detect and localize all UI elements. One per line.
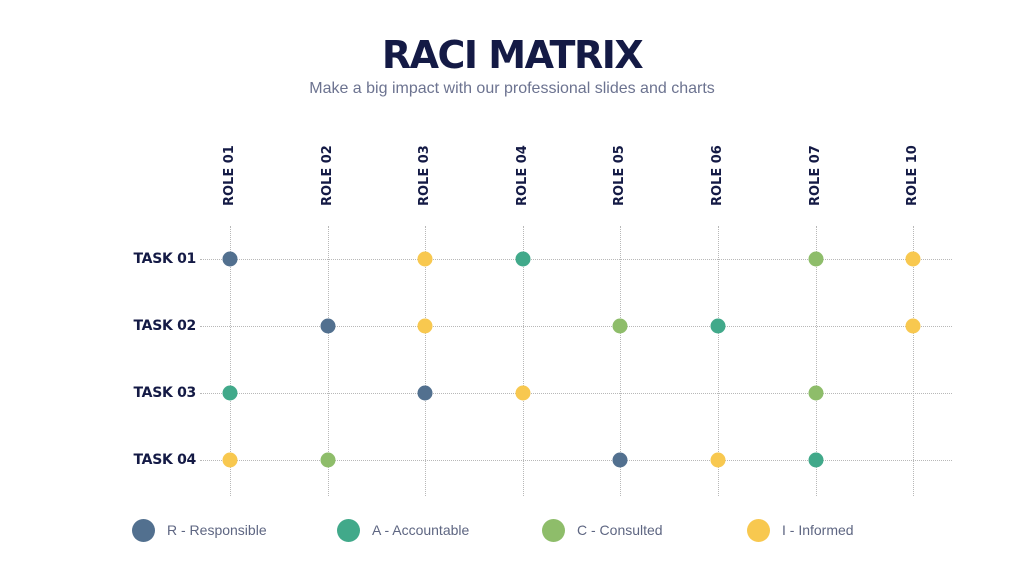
grid-vline bbox=[523, 226, 524, 496]
informed-dot-icon bbox=[905, 318, 921, 334]
grid-hline bbox=[200, 393, 952, 394]
legend-label: A - Accountable bbox=[372, 522, 470, 538]
informed-dot-icon bbox=[417, 251, 433, 267]
grid-hline bbox=[200, 326, 952, 327]
accountable-dot-icon bbox=[337, 518, 360, 542]
grid-hline bbox=[200, 259, 952, 260]
responsible-dot-icon bbox=[132, 518, 155, 542]
consulted-dot-icon bbox=[808, 385, 824, 401]
legend-label: I - Informed bbox=[782, 522, 854, 538]
informed-dot-icon bbox=[905, 251, 921, 267]
grid-vline bbox=[425, 226, 426, 496]
informed-dot-icon bbox=[222, 452, 238, 468]
consulted-dot-icon bbox=[612, 318, 628, 334]
grid-hline bbox=[200, 460, 952, 461]
informed-dot-icon bbox=[417, 318, 433, 334]
grid-vline bbox=[620, 226, 621, 496]
consulted-dot-icon bbox=[542, 518, 565, 542]
page-subtitle: Make a big impact with our professional … bbox=[309, 80, 715, 97]
legend-item-informed: I - Informed bbox=[747, 518, 854, 542]
responsible-dot-icon bbox=[222, 251, 238, 267]
task-label: TASK 01 bbox=[133, 251, 197, 267]
consulted-dot-icon bbox=[320, 452, 336, 468]
legend-label: R - Responsible bbox=[167, 522, 267, 538]
responsible-dot-icon bbox=[612, 452, 628, 468]
legend-item-accountable: A - Accountable bbox=[337, 518, 469, 542]
grid-vline bbox=[230, 226, 231, 496]
task-label: TASK 02 bbox=[133, 318, 197, 334]
accountable-dot-icon bbox=[222, 385, 238, 401]
grid-vline bbox=[328, 226, 329, 496]
informed-dot-icon bbox=[710, 452, 726, 468]
accountable-dot-icon bbox=[515, 251, 531, 267]
accountable-dot-icon bbox=[808, 452, 824, 468]
consulted-dot-icon bbox=[808, 251, 824, 267]
task-label: TASK 04 bbox=[133, 452, 197, 468]
responsible-dot-icon bbox=[417, 385, 433, 401]
legend-label: C - Consulted bbox=[577, 522, 663, 538]
grid-vline bbox=[718, 226, 719, 496]
legend-item-responsible: R - Responsible bbox=[132, 518, 267, 542]
task-label: TASK 03 bbox=[133, 385, 197, 401]
responsible-dot-icon bbox=[320, 318, 336, 334]
informed-dot-icon bbox=[515, 385, 531, 401]
grid-vline bbox=[913, 226, 914, 496]
informed-dot-icon bbox=[747, 518, 770, 542]
page-title: RACI MATRIX bbox=[381, 33, 644, 77]
legend-item-consulted: C - Consulted bbox=[542, 518, 663, 542]
grid-vline bbox=[816, 226, 817, 496]
accountable-dot-icon bbox=[710, 318, 726, 334]
